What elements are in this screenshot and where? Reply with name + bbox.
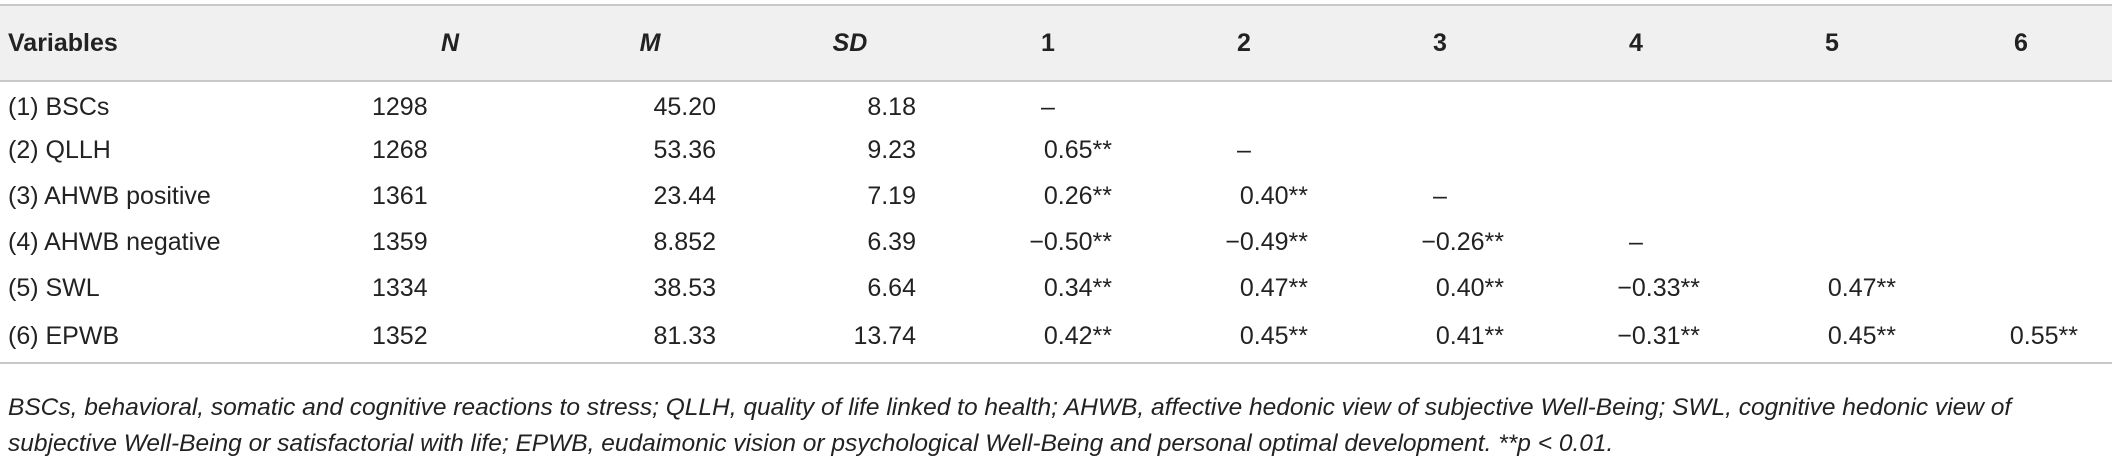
cell-c6: [1930, 265, 2112, 311]
cell-c1: 0.34**: [1043, 273, 1112, 302]
cell-c5: [1734, 219, 1930, 265]
cell-c5: 0.45**: [1734, 311, 1930, 364]
cell-c4: [1538, 173, 1734, 219]
cell-c1: 0.26**: [1043, 181, 1112, 210]
cell-c6: 0.55**: [1930, 311, 2112, 364]
cell-variable: (1) BSCs: [8, 93, 110, 121]
cell-sd: 6.39: [867, 227, 916, 256]
cell-c2: 0.45**: [1146, 311, 1342, 364]
cell-variable: (6) EPWB: [0, 311, 350, 364]
cell-c4: [1538, 127, 1734, 173]
cell-n: 1298: [372, 93, 428, 121]
cell-c2: −0.49**: [1225, 227, 1308, 256]
cell-c6: [1930, 173, 2112, 219]
cell-c3: [1342, 127, 1538, 173]
header-4: 4: [1538, 4, 1734, 82]
header-sd: SD: [750, 4, 950, 82]
cell-c2: [1146, 81, 1342, 127]
cell-n: 1334: [372, 273, 428, 302]
header-5: 5: [1734, 4, 1930, 82]
header-3: 3: [1342, 4, 1538, 82]
cell-variable: (4) AHWB negative: [8, 227, 221, 256]
cell-c3: 0.40**: [1435, 273, 1504, 302]
cell-m: 23.44: [653, 181, 716, 210]
cell-c1: −0.50**: [1029, 227, 1112, 256]
cell-sd: 6.64: [867, 273, 916, 302]
cell-variable: (5) SWL: [8, 273, 100, 302]
header-m: M: [550, 4, 750, 82]
cell-sd: 8.18: [867, 93, 916, 121]
cell-c4: −0.31**: [1538, 311, 1734, 364]
table-row: (6) EPWB 1352 81.33 13.74 0.42** 0.45** …: [0, 311, 2112, 364]
table-row: (4) AHWB negative 1359 8.852 6.39 −0.50*…: [0, 219, 2112, 265]
cell-c1: 0.42**: [950, 311, 1146, 364]
cell-c3: [1342, 81, 1538, 127]
cell-n: 1361: [372, 181, 428, 210]
cell-c5: 0.47**: [1827, 273, 1896, 302]
cell-n: 1352: [350, 311, 550, 364]
cell-c3: −0.26**: [1421, 227, 1504, 256]
cell-c3: –: [1433, 181, 1447, 210]
table-header: Variables N M SD 1 2 3 4 5 6: [0, 4, 2112, 82]
cell-c4: –: [1629, 227, 1643, 256]
cell-c2: 0.47**: [1239, 273, 1308, 302]
header-2: 2: [1146, 4, 1342, 82]
cell-variable: (3) AHWB positive: [8, 181, 211, 210]
cell-m: 45.20: [653, 93, 716, 121]
cell-m: 38.53: [653, 273, 716, 302]
header-variables: Variables: [0, 4, 350, 82]
cell-c6: [1930, 127, 2112, 173]
table-row: (3) AHWB positive 1361 23.44 7.19 0.26**…: [0, 173, 2112, 219]
cell-c1: –: [1041, 93, 1055, 121]
table-footnote: BSCs, behavioral, somatic and cognitive …: [8, 394, 2012, 457]
cell-c4: [1538, 81, 1734, 127]
correlation-table: Variables N M SD 1 2 3 4 5 6 (1) BSCs 12…: [0, 4, 2112, 364]
cell-c5: [1734, 173, 1930, 219]
header-n: N: [350, 4, 550, 82]
cell-sd: 13.74: [750, 311, 950, 364]
cell-c4: −0.33**: [1617, 273, 1700, 302]
table-row: (1) BSCs 1298 45.20 8.18 –: [0, 81, 2112, 127]
table-row: (5) SWL 1334 38.53 6.64 0.34** 0.47** 0.…: [0, 265, 2112, 311]
cell-sd: 7.19: [867, 181, 916, 210]
cell-c5: [1734, 127, 1930, 173]
cell-c1: 0.65**: [1043, 135, 1112, 164]
table-row: (2) QLLH 1268 53.36 9.23 0.65** –: [0, 127, 2112, 173]
table-body: (1) BSCs 1298 45.20 8.18 – (2) QLLH 1268…: [0, 81, 2112, 364]
cell-c6: [1930, 219, 2112, 265]
cell-c2: –: [1237, 135, 1251, 164]
cell-m: 81.33: [550, 311, 750, 364]
header-row: Variables N M SD 1 2 3 4 5 6: [0, 4, 2112, 82]
cell-c6: [1930, 81, 2112, 127]
header-6: 6: [1930, 4, 2112, 82]
cell-n: 1359: [372, 227, 428, 256]
cell-sd: 9.23: [867, 135, 916, 164]
header-1: 1: [950, 4, 1146, 82]
cell-c2: 0.40**: [1239, 181, 1308, 210]
cell-c5: [1734, 81, 1930, 127]
cell-n: 1268: [372, 135, 428, 164]
cell-m: 53.36: [653, 135, 716, 164]
cell-m: 8.852: [653, 227, 716, 256]
cell-variable: (2) QLLH: [8, 135, 111, 164]
cell-c3: 0.41**: [1342, 311, 1538, 364]
